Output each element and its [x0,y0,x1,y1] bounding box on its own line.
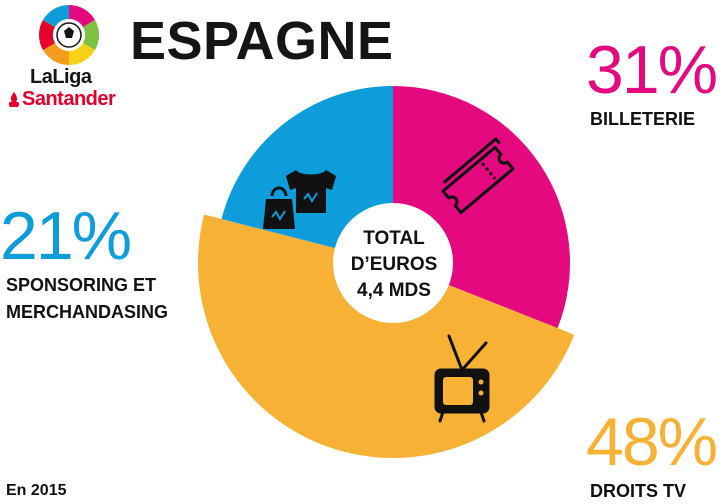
santander-flame-icon [8,92,20,107]
shirt-bag-icon [263,170,336,229]
donut-hole [333,203,453,323]
ticket-icon [441,137,515,215]
footnote-year: En 2015 [6,482,67,499]
brand-santander: Santander [22,88,116,110]
center-total-line3: 4,4 MDS [357,280,431,301]
droits-tv-label: DROITS TV [590,481,687,501]
page-title: ESPAGNE [130,11,394,71]
center-total-line1: TOTAL [363,228,425,249]
center-total-line2: D’EUROS [351,254,438,275]
tv-icon [434,334,490,423]
billetterie-percent: 31% [586,32,718,108]
billetterie-label: BILLETERIE [590,109,696,129]
droits-tv-percent: 48% [586,404,718,480]
brand-laliga: LaLiga [30,66,92,88]
sponsoring-label-line2: MERCHANDASING [6,302,168,322]
sponsoring-percent: 21% [0,198,132,274]
laliga-logo-icon [38,4,100,66]
sponsoring-label-line1: SPONSORING ET [6,275,157,295]
